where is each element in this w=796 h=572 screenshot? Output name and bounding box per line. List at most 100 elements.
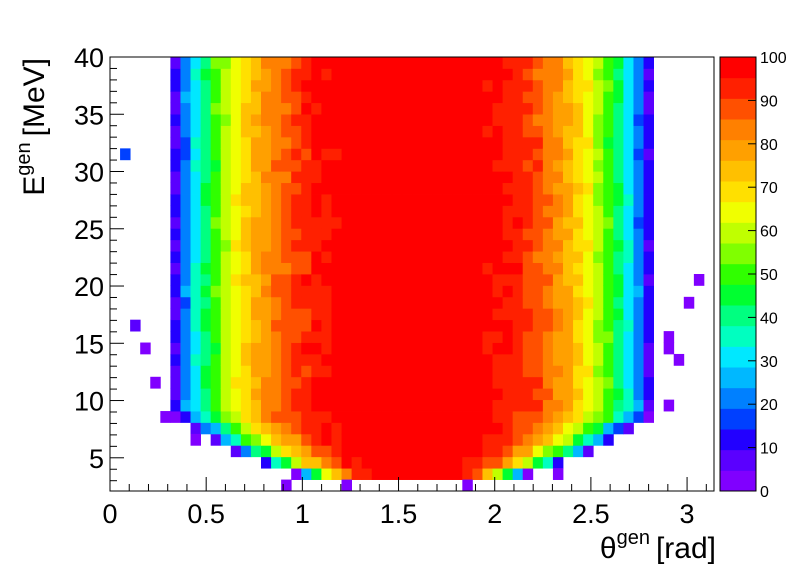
heatmap-cell xyxy=(301,376,312,389)
heatmap-cell xyxy=(200,125,212,138)
heatmap-cell xyxy=(532,399,544,412)
heatmap-cell xyxy=(401,136,413,149)
heatmap-cell xyxy=(442,308,453,321)
heatmap-cell xyxy=(452,57,463,69)
heatmap-cell xyxy=(190,331,201,343)
heatmap-cell xyxy=(432,114,443,126)
heatmap-cell xyxy=(482,422,493,435)
heatmap-cell xyxy=(311,445,322,458)
heatmap-cell xyxy=(281,456,292,469)
heatmap-cell xyxy=(552,205,564,218)
heatmap-cell xyxy=(552,79,564,92)
heatmap-cell xyxy=(492,319,503,332)
heatmap-cell xyxy=(532,216,544,229)
heatmap-cell xyxy=(552,456,564,469)
heatmap-cell xyxy=(200,285,212,298)
heatmap-cell xyxy=(542,216,554,229)
heatmap-cell xyxy=(371,433,383,446)
heatmap-cell xyxy=(291,399,302,412)
heatmap-cell xyxy=(170,239,181,252)
heatmap-cell xyxy=(321,171,332,184)
heatmap-cell xyxy=(230,296,242,309)
heatmap-cell xyxy=(633,68,644,81)
heatmap-cell xyxy=(452,388,463,401)
heatmap-cell xyxy=(210,182,222,195)
heatmap-cell xyxy=(220,331,232,343)
heatmap-cell xyxy=(512,331,524,343)
heatmap-cell xyxy=(623,205,634,218)
heatmap-cell xyxy=(522,456,534,469)
heatmap-cell xyxy=(613,102,624,115)
heatmap-cell xyxy=(412,365,423,378)
heatmap-cell xyxy=(522,411,534,423)
heatmap-cell xyxy=(341,468,352,480)
heatmap-cell xyxy=(603,274,614,286)
heatmap-cell xyxy=(210,388,222,401)
heatmap-cell xyxy=(170,331,181,343)
heatmap-cell xyxy=(311,57,322,69)
heatmap-cell xyxy=(230,182,242,195)
heatmap-cell xyxy=(522,91,534,104)
heatmap-cell xyxy=(180,319,191,332)
heatmap-cell xyxy=(603,125,614,138)
heatmap-cell xyxy=(190,319,201,332)
heatmap-cell xyxy=(311,136,322,149)
heatmap-cell xyxy=(583,216,594,229)
heatmap-cell xyxy=(281,479,292,492)
heatmap-cell xyxy=(230,433,242,446)
x-tick-label: 1.5 xyxy=(380,499,418,529)
heatmap-cell xyxy=(190,114,201,126)
heatmap-cell xyxy=(502,102,514,115)
colorbar-tick-label: 100 xyxy=(760,50,787,67)
heatmap-cell xyxy=(200,365,212,378)
heatmap-cell xyxy=(190,274,201,286)
heatmap-cell xyxy=(623,365,634,378)
heatmap-cell xyxy=(452,102,463,115)
heatmap-cell xyxy=(542,388,554,401)
heatmap-cell xyxy=(401,228,413,241)
heatmap-cell xyxy=(522,251,534,263)
heatmap-cell xyxy=(210,136,222,149)
heatmap-cell xyxy=(583,171,594,184)
heatmap-cell xyxy=(331,216,342,229)
heatmap-cell xyxy=(522,148,534,161)
heatmap-cell xyxy=(633,228,644,241)
heatmap-cell xyxy=(552,308,564,321)
heatmap-cell xyxy=(502,274,514,286)
heatmap-cell xyxy=(391,308,403,321)
heatmap-cell xyxy=(331,79,342,92)
heatmap-cell xyxy=(603,342,614,355)
heatmap-cell xyxy=(593,422,604,435)
heatmap-cell xyxy=(220,114,232,126)
heatmap-cell xyxy=(381,91,393,104)
heatmap-cell xyxy=(351,79,363,92)
heatmap-cell xyxy=(250,251,262,263)
heatmap-cell xyxy=(170,308,181,321)
heatmap-cell xyxy=(381,171,393,184)
heatmap-cell xyxy=(492,228,503,241)
heatmap-cell xyxy=(291,468,302,480)
heatmap-cell xyxy=(422,331,433,343)
heatmap-cell xyxy=(502,251,514,263)
heatmap-cell xyxy=(281,422,292,435)
heatmap-cell xyxy=(271,79,282,92)
heatmap-cell xyxy=(311,102,322,115)
heatmap-cell xyxy=(200,68,212,81)
heatmap-cell xyxy=(643,251,654,263)
heatmap-cell xyxy=(281,68,292,81)
heatmap-cell xyxy=(281,57,292,69)
heatmap-cells xyxy=(120,57,705,492)
heatmap-cell xyxy=(643,308,654,321)
heatmap-cell xyxy=(573,388,584,401)
heatmap-cell xyxy=(331,353,342,366)
heatmap-cell xyxy=(482,468,493,480)
heatmap-cell xyxy=(381,251,393,263)
heatmap-cell xyxy=(472,159,483,172)
heatmap-cell xyxy=(532,159,544,172)
heatmap-cell xyxy=(240,285,252,298)
heatmap-cell xyxy=(351,125,363,138)
heatmap-cell xyxy=(472,136,483,149)
heatmap-cell xyxy=(311,422,322,435)
heatmap-cell xyxy=(220,251,232,263)
heatmap-cell xyxy=(371,148,383,161)
